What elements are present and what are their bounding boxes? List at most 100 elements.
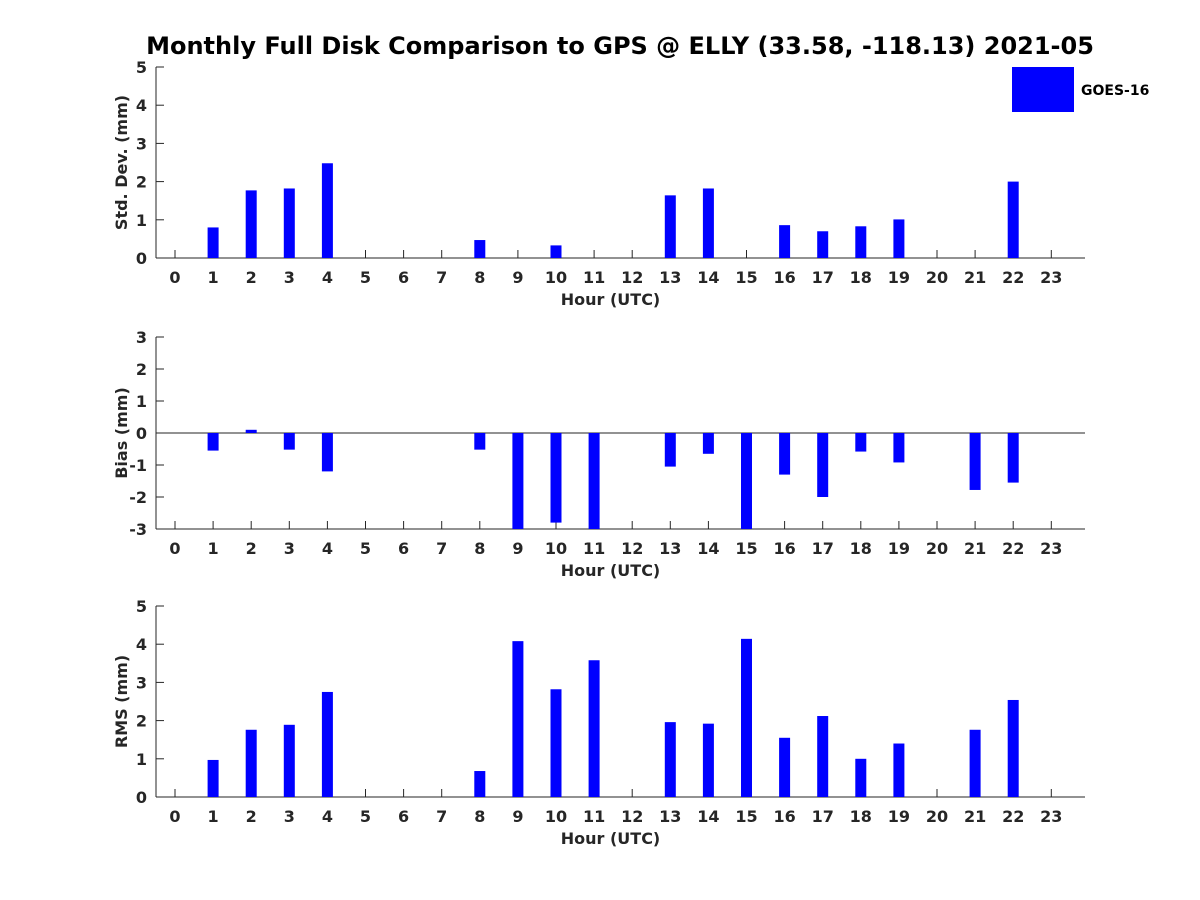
x-tick-label: 21 — [964, 807, 986, 826]
bar-hour-11 — [588, 433, 600, 529]
x-tick-label: 22 — [1002, 807, 1024, 826]
x-tick-label: 7 — [436, 539, 447, 558]
x-tick-label: 14 — [697, 539, 719, 558]
x-tick-label: 9 — [512, 268, 523, 287]
x-tick-label: 22 — [1002, 268, 1024, 287]
x-tick-label: 22 — [1002, 539, 1024, 558]
y-tick-label: 3 — [136, 673, 147, 692]
x-tick-label: 6 — [398, 539, 409, 558]
x-tick-label: 19 — [888, 539, 910, 558]
x-tick-label: 23 — [1040, 268, 1062, 287]
x-tick-label: 23 — [1040, 807, 1062, 826]
bar-hour-9 — [512, 641, 524, 797]
x-tick-label: 14 — [697, 807, 719, 826]
x-tick-label: 10 — [545, 539, 567, 558]
legend: GOES-16 — [1012, 67, 1149, 112]
x-tick-label: 0 — [169, 807, 180, 826]
x-tick-label: 3 — [284, 539, 295, 558]
x-tick-label: 4 — [322, 268, 333, 287]
x-tick-label: 5 — [360, 539, 371, 558]
x-tick-label: 4 — [322, 807, 333, 826]
y-tick-label: 1 — [136, 211, 147, 230]
x-tick-label: 12 — [621, 807, 643, 826]
y-tick-label: 2 — [136, 360, 147, 379]
x-tick-label: 9 — [512, 807, 523, 826]
x-tick-label: 18 — [850, 268, 872, 287]
bar-hour-10 — [550, 689, 562, 797]
legend-label: GOES-16 — [1081, 83, 1149, 99]
bar-hour-17 — [817, 716, 829, 797]
bar-hour-13 — [664, 722, 676, 797]
bar-hour-11 — [588, 660, 600, 797]
y-tick-label: 2 — [136, 173, 147, 192]
bar-hour-2 — [245, 429, 257, 433]
x-tick-label: 16 — [773, 268, 795, 287]
y-tick-label: -1 — [129, 456, 147, 475]
bar-hour-22 — [1007, 433, 1019, 483]
bar-hour-21 — [969, 729, 981, 797]
x-tick-label: 12 — [621, 268, 643, 287]
bar-hour-10 — [550, 433, 562, 523]
x-tick-label: 8 — [474, 539, 485, 558]
x-tick-label: 17 — [812, 268, 834, 287]
bar-hour-21 — [969, 433, 981, 490]
y-tick-label: 4 — [136, 96, 147, 115]
bar-hour-18 — [855, 433, 867, 452]
bar-hour-9 — [512, 433, 524, 529]
x-tick-label: 13 — [659, 268, 681, 287]
bar-hour-18 — [855, 226, 867, 258]
x-tick-label: 20 — [926, 807, 948, 826]
y-tick-label: 2 — [136, 712, 147, 731]
x-tick-label: 2 — [246, 268, 257, 287]
x-tick-label: 13 — [659, 539, 681, 558]
bar-hour-16 — [779, 225, 791, 258]
x-tick-label: 6 — [398, 807, 409, 826]
x-tick-label: 17 — [812, 539, 834, 558]
bar-hour-8 — [474, 240, 486, 258]
x-tick-label: 2 — [246, 539, 257, 558]
x-tick-label: 17 — [812, 807, 834, 826]
bar-hour-16 — [779, 737, 791, 797]
x-tick-label: 0 — [169, 268, 180, 287]
y-tick-label: 0 — [136, 788, 147, 807]
x-tick-label: 20 — [926, 539, 948, 558]
x-tick-label: 14 — [697, 268, 719, 287]
x-tick-label: 18 — [850, 539, 872, 558]
x-tick-label: 21 — [964, 268, 986, 287]
bar-hour-14 — [702, 188, 714, 258]
x-tick-label: 21 — [964, 539, 986, 558]
y-tick-label: 4 — [136, 635, 147, 654]
y-tick-label: 1 — [136, 750, 147, 769]
x-tick-label: 11 — [583, 807, 605, 826]
bar-hour-3 — [283, 433, 295, 450]
y-tick-label: -3 — [129, 520, 147, 539]
bar-hour-22 — [1007, 181, 1019, 258]
x-tick-label: 0 — [169, 539, 180, 558]
x-tick-label: 16 — [773, 807, 795, 826]
x-tick-label: 15 — [735, 539, 757, 558]
bar-hour-17 — [817, 231, 829, 258]
y-tick-label: 5 — [136, 58, 147, 77]
bar-hour-19 — [893, 743, 905, 797]
bar-hour-17 — [817, 433, 829, 497]
y-tick-label: 0 — [136, 249, 147, 268]
x-tick-label: 5 — [360, 268, 371, 287]
x-tick-label: 15 — [735, 268, 757, 287]
bar-hour-13 — [664, 433, 676, 467]
y-tick-label: 1 — [136, 392, 147, 411]
bar-hour-14 — [702, 433, 714, 454]
x-tick-label: 3 — [284, 807, 295, 826]
y-tick-label: 5 — [136, 597, 147, 616]
bar-hour-19 — [893, 219, 905, 258]
bar-hour-3 — [283, 724, 295, 797]
x-tick-label: 18 — [850, 807, 872, 826]
bar-hour-14 — [702, 723, 714, 797]
bar-hour-13 — [664, 195, 676, 258]
x-tick-label: 10 — [545, 807, 567, 826]
y-axis-label: Std. Dev. (mm) — [112, 95, 131, 230]
x-tick-label: 5 — [360, 807, 371, 826]
bar-hour-3 — [283, 188, 295, 258]
x-tick-label: 8 — [474, 268, 485, 287]
